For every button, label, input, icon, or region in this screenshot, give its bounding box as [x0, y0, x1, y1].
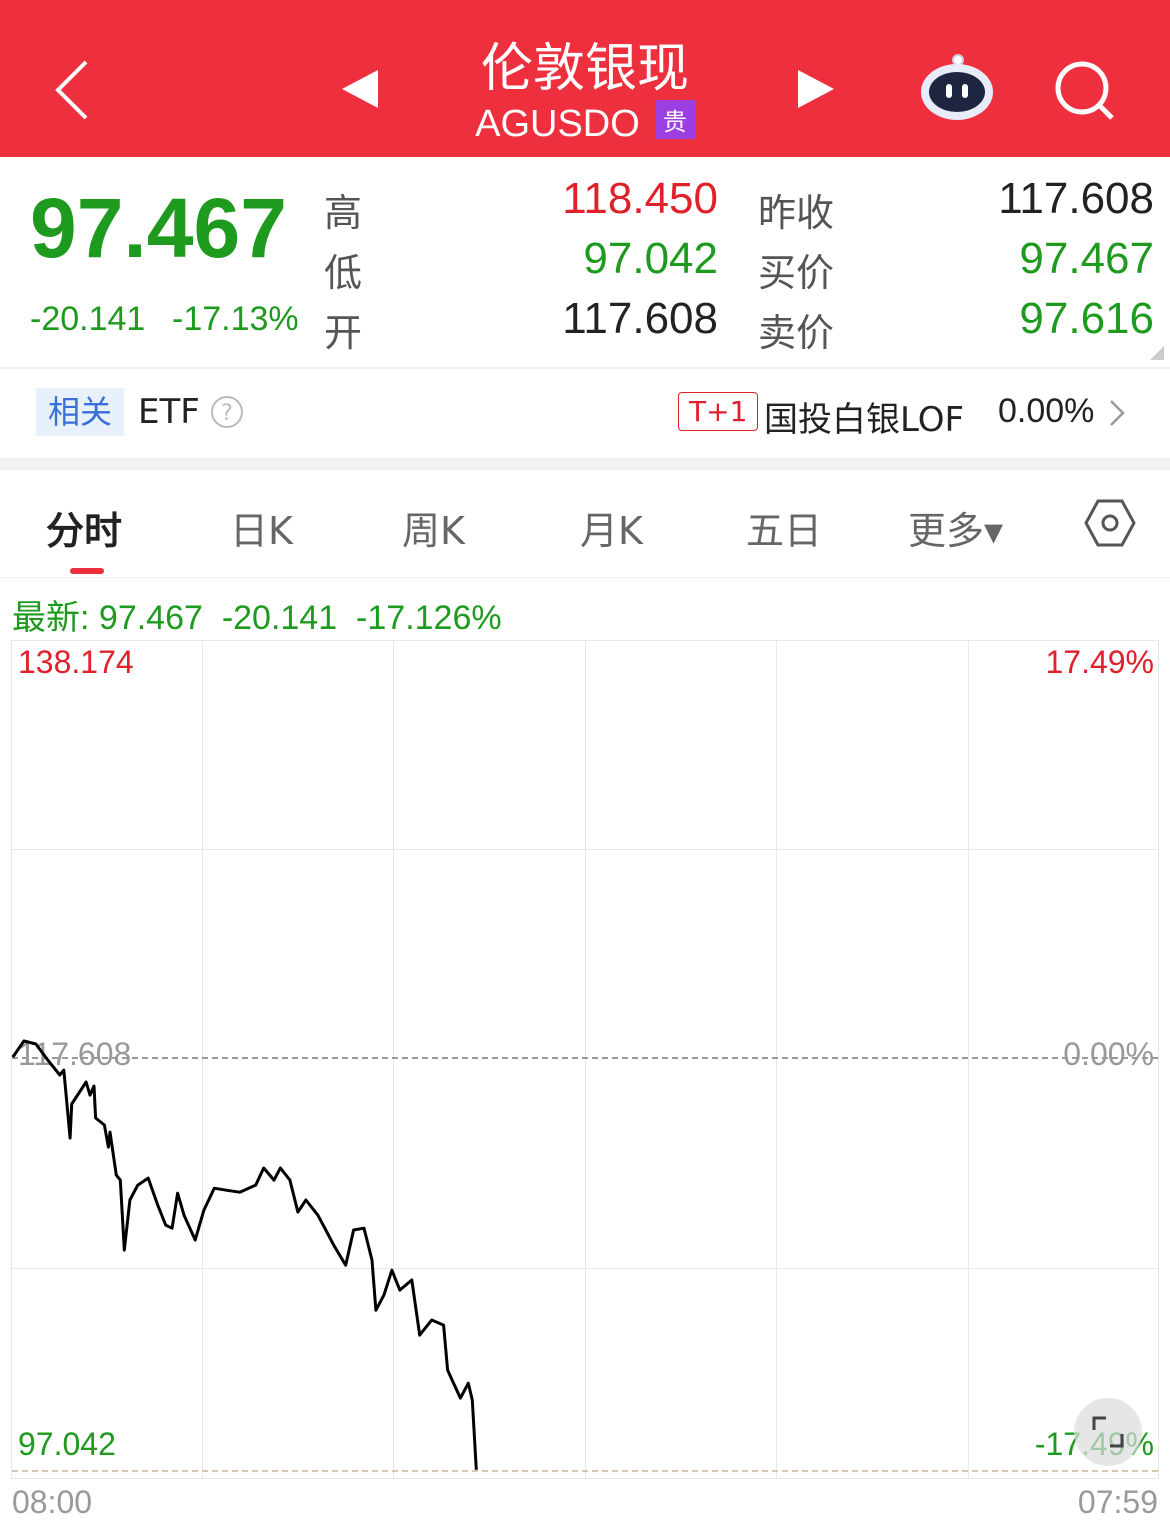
fullscreen-icon [1074, 1398, 1142, 1466]
fullscreen-button[interactable] [1074, 1398, 1142, 1466]
price-series-line [13, 1041, 477, 1470]
